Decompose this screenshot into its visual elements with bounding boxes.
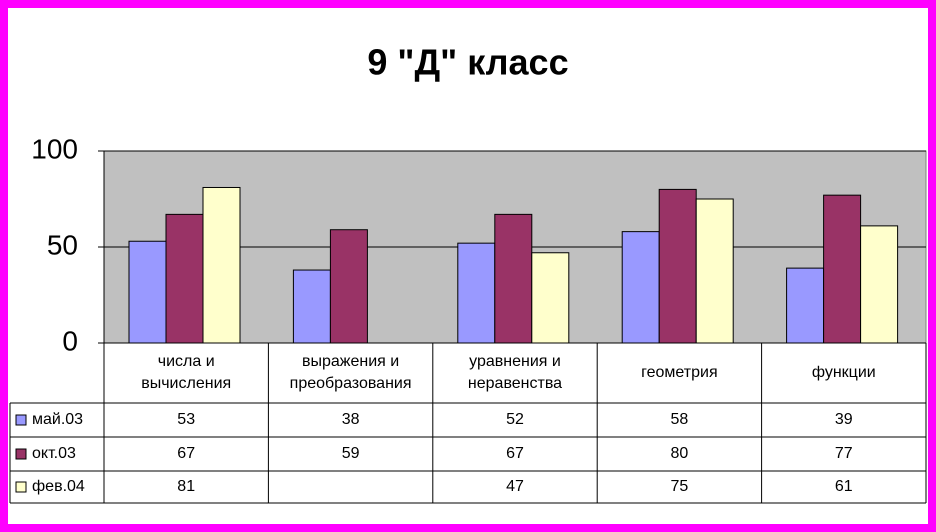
table-value: 77 [835, 445, 853, 462]
table-value: 80 [671, 445, 689, 462]
bar [494, 213, 533, 344]
y-tick-label: 0 [62, 325, 78, 356]
legend-swatch [15, 414, 27, 426]
bar [695, 198, 734, 344]
legend-swatch [15, 481, 27, 493]
bar [202, 186, 241, 344]
table-value: 53 [177, 411, 195, 428]
bar [292, 269, 331, 344]
bar [860, 225, 899, 344]
legend-label: фев.04 [32, 478, 85, 495]
y-tick-label: 50 [47, 229, 78, 260]
category-label: функции [811, 364, 876, 381]
table-value: 38 [342, 411, 360, 428]
bar [823, 194, 862, 344]
bar [128, 240, 167, 344]
category-label: выражения и преобразования [289, 353, 412, 392]
table-value: 61 [835, 478, 853, 495]
chart-title: 9 "Д" класс [367, 42, 568, 83]
category-label: числа и вычисления [141, 353, 232, 392]
bar [621, 231, 660, 344]
table-value: 75 [671, 478, 689, 495]
table-value: 58 [671, 411, 689, 428]
table-value: 67 [177, 445, 195, 462]
chart: 9 "Д" класс 0 50 100 май.03 53 38 52 58 39 окт.03… [9, 42, 927, 504]
table-value: 47 [506, 478, 524, 495]
bar [531, 252, 570, 344]
table-value: 81 [177, 478, 195, 495]
table-value: 52 [506, 411, 524, 428]
table-value: 67 [506, 445, 524, 462]
table-value: 39 [835, 411, 853, 428]
category-label: уравнения и неравенства [467, 353, 563, 392]
bar [786, 267, 825, 344]
legend-label: май.03 [32, 411, 83, 428]
category-label: геометрия [641, 364, 718, 381]
bar [658, 188, 697, 344]
bar [329, 229, 368, 344]
table-value: 59 [342, 445, 360, 462]
bar [457, 242, 496, 344]
bar [165, 213, 204, 344]
legend-swatch [15, 448, 27, 460]
y-tick-label: 100 [31, 133, 78, 164]
legend-label: окт.03 [32, 445, 76, 462]
